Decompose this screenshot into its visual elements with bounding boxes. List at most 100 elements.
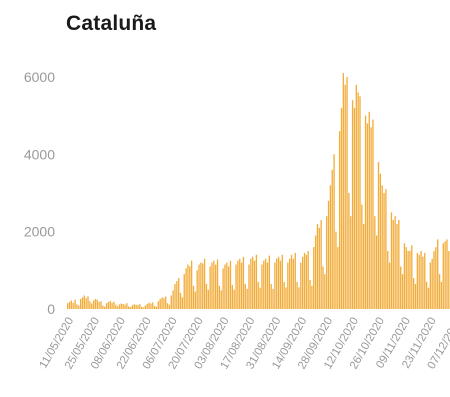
bar (344, 84, 346, 309)
bar (185, 268, 187, 309)
bar (257, 281, 259, 309)
bar (392, 220, 394, 309)
bar (440, 281, 443, 309)
bar (216, 259, 219, 309)
bar (85, 298, 87, 309)
bar (133, 304, 135, 309)
bar (420, 251, 422, 309)
bar (220, 290, 222, 309)
bar (100, 301, 102, 309)
bar (311, 285, 313, 309)
bar (211, 262, 213, 309)
bar (227, 266, 230, 309)
bar (222, 268, 224, 309)
bar (411, 245, 413, 309)
bar (233, 289, 235, 309)
bar (422, 256, 424, 309)
bar (107, 302, 110, 309)
bar (215, 264, 217, 309)
bar (438, 274, 441, 309)
bar (250, 258, 252, 309)
bar (196, 270, 198, 309)
bar (435, 247, 437, 309)
bar (374, 216, 376, 309)
bar (224, 264, 226, 309)
bar (144, 305, 147, 309)
bar (246, 288, 248, 309)
bar (189, 266, 191, 309)
bar (200, 262, 202, 309)
bar (168, 304, 171, 309)
bar (83, 295, 85, 309)
bar (79, 298, 82, 309)
y-tick-label: 0 (47, 301, 55, 317)
bar (161, 297, 163, 309)
bar (252, 256, 254, 309)
bar (318, 227, 320, 309)
bar (98, 302, 100, 309)
bar (413, 278, 415, 309)
bar (366, 123, 369, 310)
bar (364, 115, 367, 309)
bar (187, 264, 189, 309)
bar (113, 301, 115, 309)
bar (172, 290, 174, 309)
bar (270, 283, 272, 309)
bar (67, 303, 69, 309)
bar (194, 291, 196, 309)
bar (70, 300, 73, 309)
chart-title: Cataluña (66, 12, 157, 35)
bar (361, 204, 363, 309)
bar (305, 254, 308, 309)
bar (444, 241, 446, 309)
bar (126, 303, 128, 309)
bar (375, 235, 378, 309)
bar (266, 262, 269, 309)
bar (414, 283, 417, 309)
bar (294, 252, 296, 309)
bar (331, 169, 333, 309)
bar (309, 280, 311, 309)
bar (289, 258, 291, 309)
bar (159, 298, 161, 309)
bar (287, 262, 289, 309)
bar (437, 239, 439, 309)
bar (96, 299, 98, 309)
bar (320, 220, 322, 309)
bar (105, 303, 108, 309)
bar (179, 292, 182, 309)
bar (116, 306, 119, 309)
bar (424, 252, 426, 309)
bar (272, 288, 274, 309)
bar (431, 258, 433, 309)
bar (264, 258, 267, 309)
bar (148, 302, 150, 309)
bar (157, 301, 159, 309)
bar (102, 305, 104, 309)
bar (202, 263, 204, 309)
bar (135, 304, 137, 309)
bar (240, 262, 243, 309)
bar (368, 111, 370, 309)
bar (355, 84, 357, 309)
bar (163, 298, 165, 309)
bar (218, 285, 221, 309)
bar (150, 303, 152, 309)
bar (326, 216, 328, 309)
bar (231, 285, 233, 309)
bar (226, 262, 228, 309)
bar (115, 304, 117, 309)
bar (178, 278, 180, 309)
bar (209, 266, 211, 309)
bar (296, 281, 298, 309)
y-tick-label: 2000 (24, 224, 55, 240)
bar (153, 305, 156, 309)
bar (253, 260, 256, 309)
bar (129, 307, 132, 309)
bar (124, 304, 126, 309)
bar (109, 300, 111, 309)
bar (329, 185, 332, 309)
bar (190, 260, 193, 309)
bar (242, 256, 245, 309)
bar (174, 283, 176, 309)
